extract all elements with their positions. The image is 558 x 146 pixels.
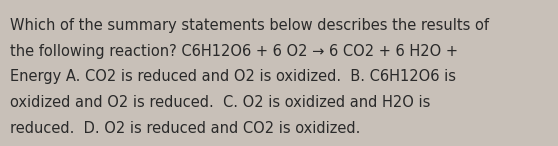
- Text: oxidized and O2 is reduced.  C. O2 is oxidized and H2O is: oxidized and O2 is reduced. C. O2 is oxi…: [10, 95, 430, 111]
- Text: reduced.  D. O2 is reduced and CO2 is oxidized.: reduced. D. O2 is reduced and CO2 is oxi…: [10, 121, 360, 137]
- Text: Which of the summary statements below describes the results of: Which of the summary statements below de…: [10, 18, 489, 33]
- Text: Energy A. CO2 is reduced and O2 is oxidized.  B. C6H12O6 is: Energy A. CO2 is reduced and O2 is oxidi…: [10, 69, 456, 85]
- Text: the following reaction? C6H12O6 + 6 O2 → 6 CO2 + 6 H2O +: the following reaction? C6H12O6 + 6 O2 →…: [10, 44, 458, 59]
